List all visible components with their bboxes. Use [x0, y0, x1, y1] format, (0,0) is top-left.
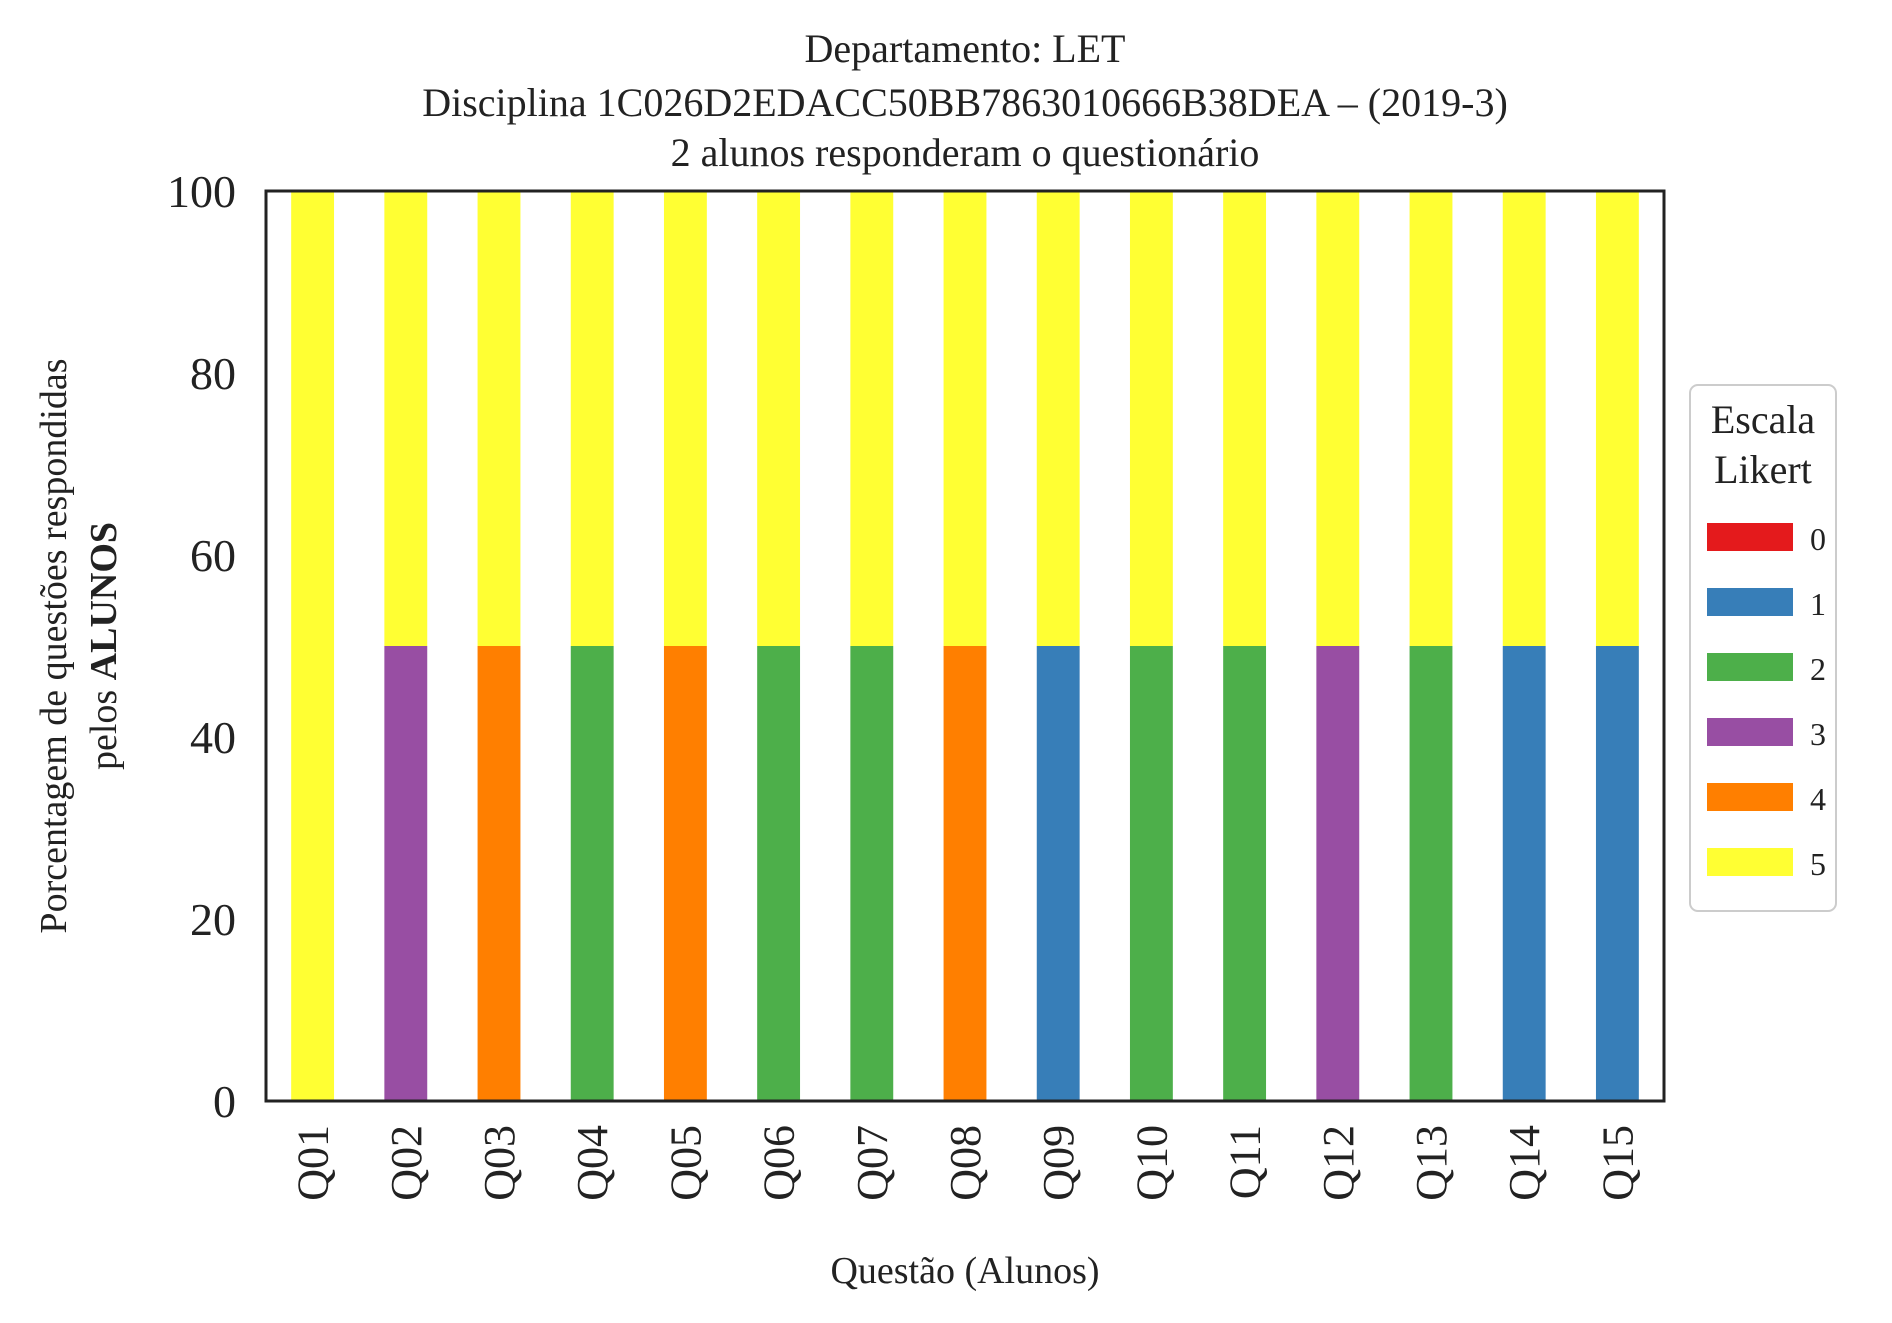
legend-title-line-2: Likert	[1714, 447, 1812, 492]
legend-swatch-4	[1707, 783, 1793, 811]
bar-q11-likert-2	[1223, 646, 1267, 1101]
legend-label-3: 3	[1810, 716, 1826, 752]
bar-q10-likert-2	[1129, 646, 1173, 1101]
bar-q04-likert-2	[570, 646, 614, 1101]
bar-q08-likert-4	[943, 646, 987, 1101]
title-line-1: Departamento: LET	[805, 26, 1126, 71]
y-axis-label-bold: ALUNOS	[83, 522, 125, 680]
legend-swatch-5	[1707, 848, 1793, 876]
bar-q07-likert-5	[850, 191, 894, 646]
bar-q03-likert-5	[477, 191, 521, 646]
legend-label-1: 1	[1810, 586, 1826, 622]
bar-q09-likert-1	[1036, 646, 1080, 1101]
bar-q03-likert-4	[477, 646, 521, 1101]
legend-title-line-1: Escala	[1711, 397, 1816, 442]
title-line-2: Disciplina 1C026D2EDACC50BB7863010666B38…	[422, 80, 1508, 125]
legend-label-0: 0	[1810, 521, 1826, 557]
legend-swatch-2	[1707, 653, 1793, 681]
x-tick-label-q15: Q15	[1593, 1125, 1642, 1201]
bar-q15-likert-1	[1595, 646, 1639, 1101]
bar-q01-likert-5	[291, 191, 335, 1101]
bar-q07-likert-2	[850, 646, 894, 1101]
bar-q09-likert-5	[1036, 191, 1080, 646]
title-line-3: 2 alunos responderam o questionário	[671, 130, 1260, 175]
y-tick-label-20: 20	[190, 894, 236, 945]
legend-box	[1689, 384, 1837, 912]
bar-q15-likert-5	[1595, 191, 1639, 646]
legend-label-5: 5	[1810, 846, 1826, 882]
legend-label-2: 2	[1810, 651, 1826, 687]
bar-q05-likert-5	[663, 191, 707, 646]
bars-layer	[291, 191, 1639, 1101]
legend-swatch-3	[1707, 718, 1793, 746]
y-axis-label: Porcentagem de questões respondidas pelo…	[33, 358, 125, 933]
x-tick-label-q09: Q09	[1034, 1125, 1083, 1201]
x-tick-label-q05: Q05	[661, 1125, 710, 1201]
x-tick-label-q06: Q06	[755, 1125, 804, 1201]
legend-swatch-1	[1707, 588, 1793, 616]
bar-q02-likert-3	[384, 646, 428, 1101]
y-tick-label-80: 80	[190, 348, 236, 399]
x-tick-label-q12: Q12	[1314, 1125, 1363, 1201]
bar-q11-likert-5	[1223, 191, 1267, 646]
bar-q08-likert-5	[943, 191, 987, 646]
y-tick-label-60: 60	[190, 530, 236, 581]
bar-q13-likert-5	[1409, 191, 1453, 646]
bar-q14-likert-1	[1502, 646, 1546, 1101]
bar-q05-likert-4	[663, 646, 707, 1101]
x-tick-label-q07: Q07	[848, 1125, 897, 1201]
legend-label-4: 4	[1810, 781, 1826, 817]
bar-q13-likert-2	[1409, 646, 1453, 1101]
x-tick-label-q14: Q14	[1500, 1125, 1549, 1201]
legend-swatch-0	[1707, 523, 1793, 551]
x-tick-label-q04: Q04	[568, 1125, 617, 1201]
x-axis-label: Questão (Alunos)	[830, 1250, 1099, 1292]
x-tick-label-q01: Q01	[289, 1125, 338, 1201]
plot-frame	[264, 189, 1666, 1103]
x-tick-label-q10: Q10	[1127, 1125, 1176, 1201]
legend-entries: 0 1 2 3 4 5	[1707, 521, 1826, 882]
bar-q10-likert-5	[1129, 191, 1173, 646]
y-axis-label-line-1: Porcentagem de questões respondidas	[33, 358, 75, 933]
legend: Escala Likert 0 1 2 3 4 5	[1689, 384, 1837, 912]
y-tick-label-100: 100	[167, 166, 236, 217]
bar-q06-likert-5	[757, 191, 801, 646]
bar-q12-likert-3	[1316, 646, 1360, 1101]
y-tick-label-0: 0	[213, 1076, 236, 1127]
bar-q02-likert-5	[384, 191, 428, 646]
x-tick-label-q11: Q11	[1221, 1125, 1270, 1199]
y-axis-label-prefix: pelos	[83, 680, 125, 770]
x-tick-label-q08: Q08	[941, 1125, 990, 1201]
bar-q04-likert-5	[570, 191, 614, 646]
chart-title: Departamento: LET Disciplina 1C026D2EDAC…	[422, 26, 1508, 175]
bar-q14-likert-5	[1502, 191, 1546, 646]
x-tick-label-q03: Q03	[475, 1125, 524, 1201]
y-axis-ticks: 0 20 40 60 80 100	[167, 166, 236, 1127]
x-tick-label-q13: Q13	[1407, 1125, 1456, 1201]
y-axis-label-line-2: pelos ALUNOS	[83, 522, 125, 770]
x-axis-ticks: Q01 Q02 Q03 Q04 Q05 Q06 Q07 Q08 Q09 Q10 Q11 Q12 Q13 Q…	[289, 1125, 1643, 1201]
bar-q06-likert-2	[757, 646, 801, 1101]
bar-q12-likert-5	[1316, 191, 1360, 646]
y-tick-label-40: 40	[190, 712, 236, 763]
x-tick-label-q02: Q02	[382, 1125, 431, 1201]
